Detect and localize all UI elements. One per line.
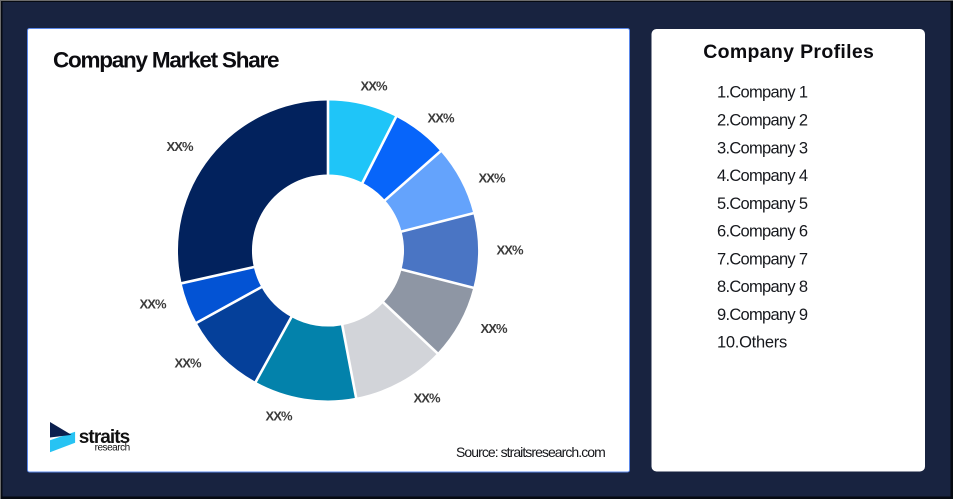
svg-text:XX%: XX% — [175, 356, 202, 371]
svg-text:XX%: XX% — [266, 408, 293, 423]
svg-text:6.Company 6: 6.Company 6 — [717, 223, 808, 241]
svg-text:5.Company 5: 5.Company 5 — [717, 195, 808, 213]
svg-text:4.Company 4: 4.Company 4 — [717, 167, 808, 185]
svg-text:3.Company 3: 3.Company 3 — [717, 139, 808, 157]
svg-text:XX%: XX% — [479, 171, 506, 186]
svg-text:Company Profiles: Company Profiles — [703, 41, 874, 63]
svg-text:research: research — [95, 443, 131, 454]
svg-text:straits: straits — [79, 427, 130, 448]
svg-text:XX%: XX% — [361, 78, 388, 93]
svg-text:7.Company 7: 7.Company 7 — [717, 250, 808, 268]
svg-text:Source: straitsresearch.com: Source: straitsresearch.com — [456, 444, 606, 460]
svg-text:8.Company 8: 8.Company 8 — [717, 278, 808, 296]
svg-text:XX%: XX% — [497, 242, 524, 257]
svg-text:XX%: XX% — [481, 321, 508, 336]
svg-text:Company Market Share: Company Market Share — [53, 47, 280, 72]
svg-text:10.Others: 10.Others — [717, 334, 787, 352]
svg-text:XX%: XX% — [140, 297, 167, 312]
svg-text:2.Company 2: 2.Company 2 — [717, 112, 808, 130]
svg-text:XX%: XX% — [414, 391, 441, 406]
svg-text:XX%: XX% — [428, 110, 455, 125]
svg-text:9.Company 9: 9.Company 9 — [717, 306, 808, 324]
svg-text:1.Company 1: 1.Company 1 — [717, 84, 808, 102]
svg-text:XX%: XX% — [167, 139, 194, 154]
